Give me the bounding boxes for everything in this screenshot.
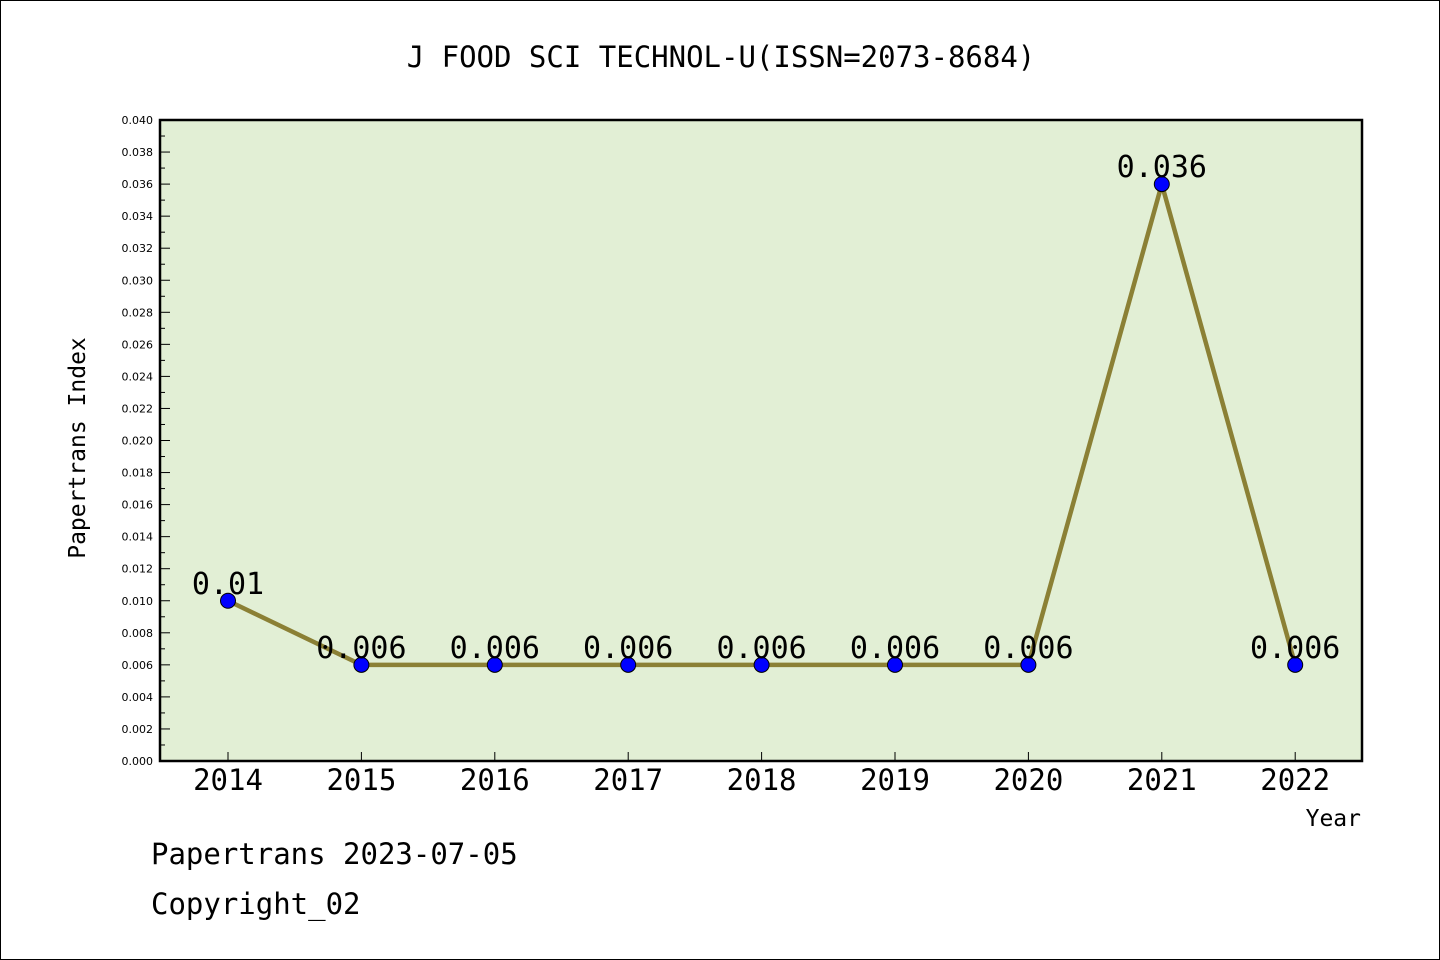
data-point <box>1287 656 1304 673</box>
data-point <box>753 656 770 673</box>
y-tick-label: 0.000 <box>122 755 154 768</box>
y-tick-label: 0.010 <box>122 595 154 608</box>
data-label: 0.006 <box>850 631 940 666</box>
data-label: 0.006 <box>583 631 673 666</box>
x-axis-ticks: 2014 2015 2016 2017 2018 2019 2020 2021 2022 <box>193 752 1330 797</box>
chart-title: J FOOD SCI TECHNOL-U(ISSN=2073-8684) <box>407 40 1036 74</box>
plot-area <box>158 118 1364 763</box>
y-tick-label: 0.036 <box>122 178 154 191</box>
x-tick-label: 2019 <box>860 763 930 797</box>
y-tick-label: 0.026 <box>122 338 154 351</box>
y-tick-label: 0.024 <box>122 370 154 383</box>
data-label: 0.006 <box>450 631 540 666</box>
footer-date-text: Papertrans 2023-07-05 <box>151 837 518 871</box>
data-label: 0.006 <box>316 631 406 666</box>
x-tick-label: 2022 <box>1260 763 1330 797</box>
data-point <box>1020 656 1037 673</box>
data-point <box>220 592 236 609</box>
y-tick-label: 0.030 <box>122 274 154 287</box>
data-label: 0.006 <box>716 631 806 666</box>
data-point <box>1153 176 1170 193</box>
data-point <box>353 656 370 673</box>
y-tick-label: 0.034 <box>122 210 154 223</box>
y-axis-title: Papertrans Index <box>65 337 91 559</box>
y-tick-label: 0.018 <box>122 467 154 480</box>
data-point <box>486 656 503 673</box>
x-tick-label: 2016 <box>460 763 530 797</box>
x-axis-title: Year <box>1306 806 1361 832</box>
y-tick-label: 0.040 <box>122 114 154 127</box>
data-label: 0.006 <box>983 631 1073 666</box>
x-tick-label: 2017 <box>593 763 663 797</box>
data-label-layer: 0.01 0.006 0.006 0.006 0.006 0.006 0.006 0.036 0… <box>192 150 1340 666</box>
y-tick-label: 0.016 <box>122 499 154 512</box>
data-point <box>887 656 903 673</box>
data-label: 0.006 <box>1250 631 1340 666</box>
y-tick-label: 0.014 <box>122 531 154 544</box>
y-tick-label: 0.002 <box>122 723 154 736</box>
y-axis-ticks: 0.000 0.002 0.004 0.006 0.008 0.010 0.012 0.014… <box>122 114 170 768</box>
y-tick-label: 0.032 <box>122 242 154 255</box>
y-tick-label: 0.038 <box>122 146 154 159</box>
data-label: 0.01 <box>192 567 264 602</box>
x-tick-label: 2018 <box>727 763 797 797</box>
y-tick-label: 0.004 <box>122 691 154 704</box>
y-tick-label: 0.020 <box>122 435 154 448</box>
y-tick-label: 0.006 <box>122 659 154 672</box>
x-tick-label: 2020 <box>993 763 1063 797</box>
y-tick-label: 0.008 <box>122 627 154 640</box>
x-tick-label: 2021 <box>1127 763 1197 797</box>
data-label: 0.036 <box>1117 150 1207 185</box>
y-tick-label: 0.022 <box>122 402 154 415</box>
footer-copyright-text: Copyright_02 <box>151 887 361 921</box>
y-tick-label: 0.012 <box>122 563 154 576</box>
series-layer <box>220 176 1304 673</box>
data-point <box>620 656 637 673</box>
x-tick-label: 2014 <box>193 763 263 797</box>
x-tick-label: 2015 <box>326 763 396 797</box>
y-tick-label: 0.028 <box>122 306 154 319</box>
